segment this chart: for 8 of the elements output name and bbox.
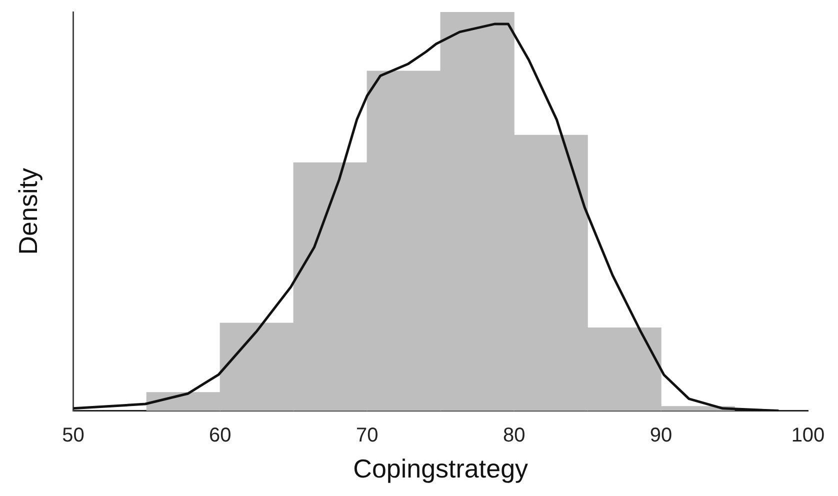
y-axis-title: Density	[12, 168, 43, 255]
x-tick-label: 70	[356, 424, 378, 446]
x-tick-label: 100	[791, 424, 825, 446]
x-tick-label: 50	[62, 424, 84, 446]
x-tick-label: 60	[209, 424, 232, 446]
x-tick-label: 80	[502, 424, 526, 446]
x-tick-label: 90	[650, 424, 672, 446]
x-axis-title: Copingstrategy	[353, 454, 528, 484]
